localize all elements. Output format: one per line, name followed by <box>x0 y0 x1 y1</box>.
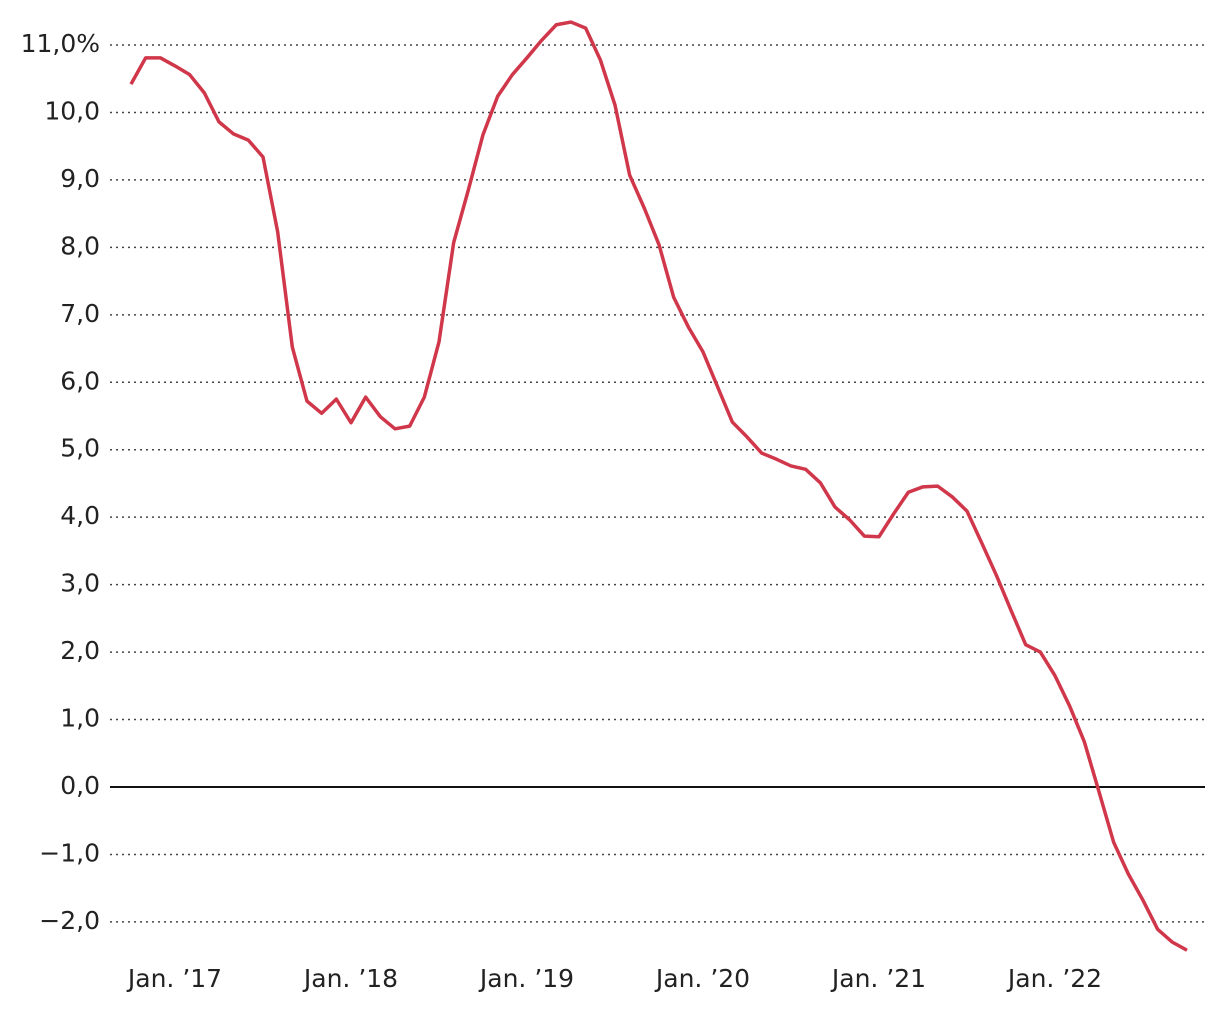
x-tick-label: Jan. ’18 <box>302 964 398 993</box>
y-tick-label: −2,0 <box>39 906 100 935</box>
y-tick-label: 11,0% <box>21 29 100 58</box>
y-tick-label: 9,0 <box>60 164 100 193</box>
y-tick-label: 10,0 <box>44 96 100 125</box>
y-tick-label: 6,0 <box>60 366 100 395</box>
x-tick-label: Jan. ’17 <box>126 964 222 993</box>
y-tick-label: 2,0 <box>60 636 100 665</box>
y-tick-label: 1,0 <box>60 704 100 733</box>
y-tick-label: 5,0 <box>60 434 100 463</box>
y-tick-label: 7,0 <box>60 299 100 328</box>
y-tick-label: 4,0 <box>60 501 100 530</box>
line-series <box>129 20 1188 952</box>
x-tick-label: Jan. ’19 <box>478 964 574 993</box>
y-tick-label: 8,0 <box>60 231 100 260</box>
x-tick-label: Jan. ’22 <box>1006 964 1102 993</box>
y-tick-label: 3,0 <box>60 569 100 598</box>
y-tick-label: −1,0 <box>39 838 100 867</box>
y-tick-label: 0,0 <box>60 771 100 800</box>
x-tick-label: Jan. ’21 <box>830 964 926 993</box>
x-tick-label: Jan. ’20 <box>654 964 750 993</box>
